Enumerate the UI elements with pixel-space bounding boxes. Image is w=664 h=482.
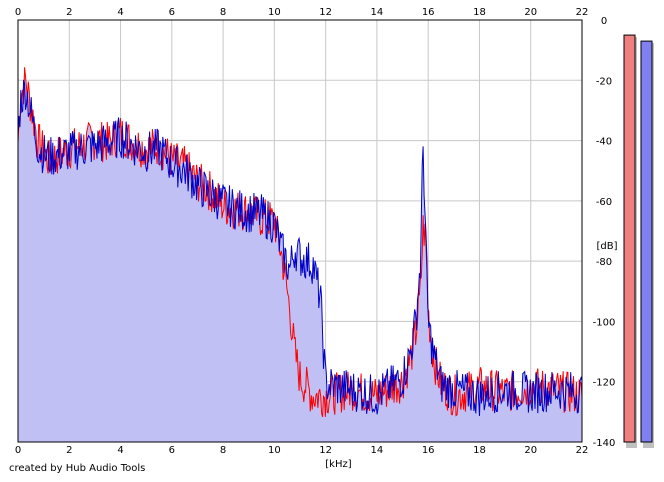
x-tick-label-bottom: 14 — [371, 445, 384, 456]
y-tick-label: -100 — [593, 317, 616, 328]
x-tick-labels-bottom: 0 2 4 6 8 10 12 14 16 18 20 22 — [15, 445, 589, 456]
x-tick-label-top: 0 — [15, 7, 21, 18]
x-tick-label-top: 10 — [268, 7, 281, 18]
x-tick-label-top: 6 — [169, 7, 175, 18]
x-axis-label: [kHz] — [325, 459, 351, 470]
x-tick-label-top: 8 — [220, 7, 226, 18]
series-line-right — [17, 79, 583, 417]
y-tick-labels: 0 -20 -40 -60 -80 -100 -120 -140 — [593, 16, 616, 449]
x-tick-label-top: 22 — [576, 7, 589, 18]
y-tick-label: 0 — [601, 16, 607, 27]
x-tick-label-bottom: 0 — [15, 445, 21, 456]
x-tick-label-bottom: 16 — [422, 445, 435, 456]
x-tick-label-bottom: 22 — [576, 445, 589, 456]
y-tick-label: -120 — [593, 378, 616, 389]
x-tick-label-bottom: 10 — [268, 445, 281, 456]
x-tick-label-bottom: 6 — [169, 445, 175, 456]
x-tick-label-top: 4 — [117, 7, 123, 18]
level-meter-left — [623, 34, 636, 443]
y-tick-label: -60 — [596, 197, 612, 208]
x-tick-label-top: 12 — [319, 7, 332, 18]
y-tick-label: -140 — [593, 438, 616, 449]
x-tick-label-bottom: 12 — [319, 445, 332, 456]
x-tick-label-top: 2 — [66, 7, 72, 18]
y-tick-label: -40 — [596, 137, 612, 148]
x-tick-label-top: 14 — [371, 7, 384, 18]
x-tick-label-bottom: 2 — [66, 445, 72, 456]
plot-frame — [17, 19, 583, 443]
x-tick-label-bottom: 8 — [220, 445, 226, 456]
x-tick-label-bottom: 18 — [473, 445, 486, 456]
y-axis-label: [dB] — [596, 241, 617, 252]
x-tick-label-bottom: 4 — [117, 445, 123, 456]
credit-text: created by Hub Audio Tools — [9, 463, 146, 474]
x-tick-label-bottom: 20 — [524, 445, 537, 456]
level-meter-right — [640, 40, 653, 443]
x-tick-label-top: 20 — [524, 7, 537, 18]
x-tick-label-top: 16 — [422, 7, 435, 18]
level-meters — [623, 34, 654, 448]
series-line-left — [17, 67, 583, 418]
y-tick-label: -80 — [596, 257, 612, 268]
x-tick-label-top: 18 — [473, 7, 486, 18]
y-tick-label: -20 — [596, 76, 612, 87]
spectrum-series — [17, 67, 583, 418]
x-tick-labels-top: 0 2 4 6 8 10 12 14 16 18 20 22 — [15, 7, 589, 18]
